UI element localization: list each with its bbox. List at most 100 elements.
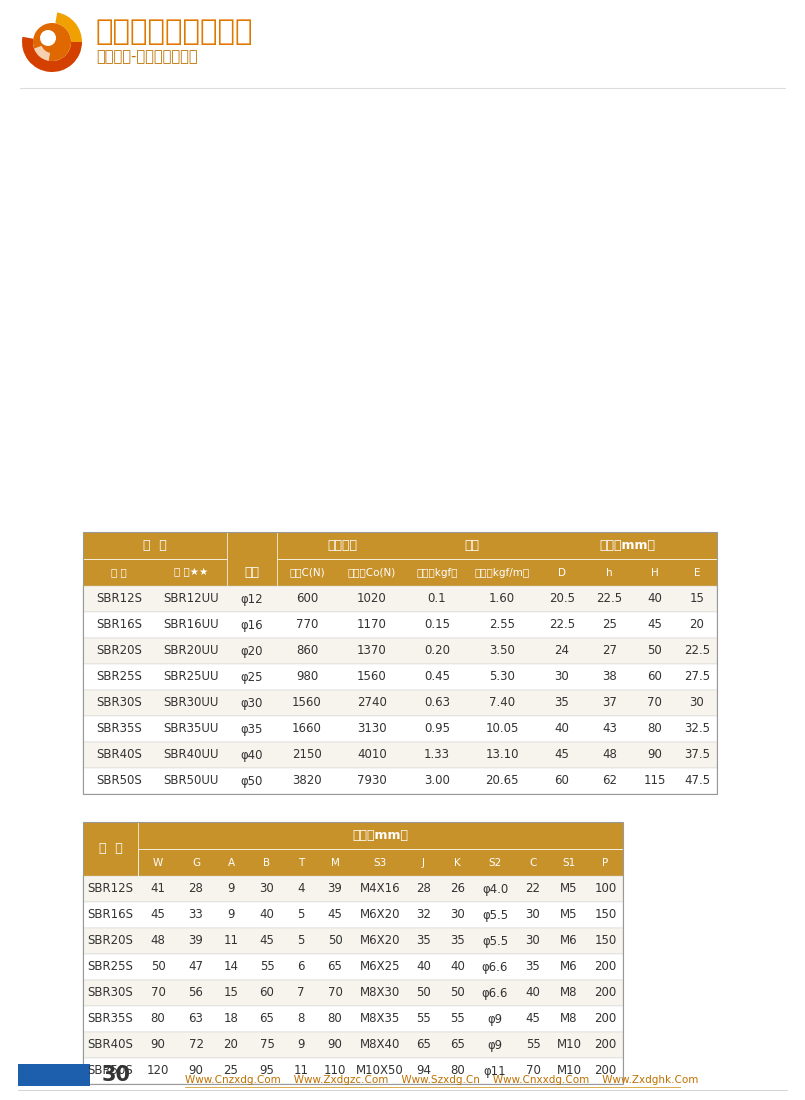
Text: SBR12S: SBR12S bbox=[88, 882, 134, 895]
Text: 30: 30 bbox=[526, 935, 540, 947]
Bar bbox=[83, 638, 717, 664]
Text: 150: 150 bbox=[594, 935, 617, 947]
Text: 11: 11 bbox=[294, 1065, 308, 1078]
Text: S3: S3 bbox=[374, 858, 386, 868]
Text: 90: 90 bbox=[188, 1065, 204, 1078]
Text: 32: 32 bbox=[416, 909, 431, 922]
Text: 3.00: 3.00 bbox=[424, 774, 450, 788]
Text: 200: 200 bbox=[594, 1038, 617, 1052]
Text: φ6.6: φ6.6 bbox=[482, 987, 508, 1000]
Text: 5: 5 bbox=[297, 935, 304, 947]
Text: S1: S1 bbox=[563, 858, 576, 868]
Text: 45: 45 bbox=[555, 748, 569, 761]
Bar bbox=[83, 768, 717, 794]
Text: 4010: 4010 bbox=[357, 748, 387, 761]
Text: 28: 28 bbox=[416, 882, 431, 895]
Text: 5: 5 bbox=[297, 909, 304, 922]
Text: 65: 65 bbox=[259, 1012, 275, 1025]
Text: 30: 30 bbox=[102, 1065, 131, 1085]
Text: A: A bbox=[228, 858, 234, 868]
Text: 40: 40 bbox=[450, 960, 465, 974]
Text: 40: 40 bbox=[647, 593, 662, 605]
Text: 35: 35 bbox=[450, 935, 464, 947]
Text: 50: 50 bbox=[450, 987, 464, 1000]
Text: 100: 100 bbox=[594, 882, 617, 895]
Bar bbox=[83, 928, 623, 954]
Text: SBR20UU: SBR20UU bbox=[163, 645, 219, 658]
Text: φ25: φ25 bbox=[241, 671, 263, 683]
Text: 10.05: 10.05 bbox=[485, 723, 518, 736]
Text: 轴径: 轴径 bbox=[245, 566, 259, 579]
Text: 56: 56 bbox=[188, 987, 204, 1000]
Text: 45: 45 bbox=[526, 1012, 540, 1025]
Text: 9: 9 bbox=[297, 1038, 305, 1052]
Text: 150: 150 bbox=[594, 909, 617, 922]
Text: 860: 860 bbox=[296, 645, 318, 658]
Text: 13.10: 13.10 bbox=[485, 748, 518, 761]
Bar bbox=[83, 980, 623, 1006]
Text: φ35: φ35 bbox=[241, 723, 263, 736]
Wedge shape bbox=[34, 46, 50, 60]
Text: J: J bbox=[422, 858, 425, 868]
Text: 22.5: 22.5 bbox=[684, 645, 710, 658]
Text: 26: 26 bbox=[450, 882, 465, 895]
Bar bbox=[83, 822, 138, 876]
Text: 200: 200 bbox=[594, 1065, 617, 1078]
Text: 90: 90 bbox=[647, 748, 662, 761]
Bar bbox=[83, 742, 717, 768]
Text: 980: 980 bbox=[296, 671, 318, 683]
Text: 50: 50 bbox=[647, 645, 662, 658]
Text: 6: 6 bbox=[297, 960, 305, 974]
Text: 型  号: 型 号 bbox=[143, 539, 167, 552]
Text: 95: 95 bbox=[259, 1065, 275, 1078]
Bar bbox=[18, 1064, 90, 1086]
Text: 0.95: 0.95 bbox=[424, 723, 450, 736]
Text: S2: S2 bbox=[489, 858, 502, 868]
Text: SBR30UU: SBR30UU bbox=[163, 696, 219, 710]
Text: M8X35: M8X35 bbox=[360, 1012, 400, 1025]
Text: 动载C(N): 动载C(N) bbox=[289, 568, 324, 578]
Text: 1560: 1560 bbox=[357, 671, 387, 683]
Text: 90: 90 bbox=[151, 1038, 166, 1052]
Text: 22.5: 22.5 bbox=[597, 593, 622, 605]
Text: 32.5: 32.5 bbox=[684, 723, 710, 736]
Text: M8X30: M8X30 bbox=[360, 987, 400, 1000]
Text: 38: 38 bbox=[602, 671, 617, 683]
Text: 1560: 1560 bbox=[292, 696, 322, 710]
Text: 47: 47 bbox=[188, 960, 204, 974]
Text: 22: 22 bbox=[526, 882, 540, 895]
Text: 1170: 1170 bbox=[357, 618, 387, 631]
Text: φ40: φ40 bbox=[241, 748, 263, 761]
Text: 尺寸（mm）: 尺寸（mm） bbox=[599, 539, 655, 552]
Text: 35: 35 bbox=[526, 960, 540, 974]
Text: φ30: φ30 bbox=[241, 696, 263, 710]
Text: 40: 40 bbox=[526, 987, 540, 1000]
Text: SBR35UU: SBR35UU bbox=[163, 723, 219, 736]
Text: 8: 8 bbox=[297, 1012, 304, 1025]
Text: 15: 15 bbox=[224, 987, 238, 1000]
Text: 80: 80 bbox=[151, 1012, 165, 1025]
Text: φ12: φ12 bbox=[241, 593, 263, 605]
Text: 28: 28 bbox=[188, 882, 204, 895]
Text: M10: M10 bbox=[556, 1038, 581, 1052]
Text: 0.1: 0.1 bbox=[427, 593, 446, 605]
Bar bbox=[83, 532, 717, 794]
Text: 静载荷Co(N): 静载荷Co(N) bbox=[348, 568, 396, 578]
Bar bbox=[83, 822, 623, 1084]
Text: 41: 41 bbox=[151, 882, 166, 895]
Text: M6X25: M6X25 bbox=[360, 960, 400, 974]
Text: 1020: 1020 bbox=[357, 593, 387, 605]
Text: 47.5: 47.5 bbox=[684, 774, 710, 788]
Wedge shape bbox=[56, 12, 82, 42]
Bar bbox=[83, 954, 623, 980]
Text: 15: 15 bbox=[690, 593, 704, 605]
Text: φ11: φ11 bbox=[484, 1065, 506, 1078]
Text: M8: M8 bbox=[560, 987, 578, 1000]
Text: M8X40: M8X40 bbox=[360, 1038, 400, 1052]
Text: SBR16S: SBR16S bbox=[96, 618, 142, 631]
Text: T: T bbox=[298, 858, 304, 868]
Text: 30: 30 bbox=[690, 696, 704, 710]
Text: 24: 24 bbox=[555, 645, 569, 658]
Text: 55: 55 bbox=[416, 1012, 431, 1025]
Bar bbox=[227, 532, 277, 586]
